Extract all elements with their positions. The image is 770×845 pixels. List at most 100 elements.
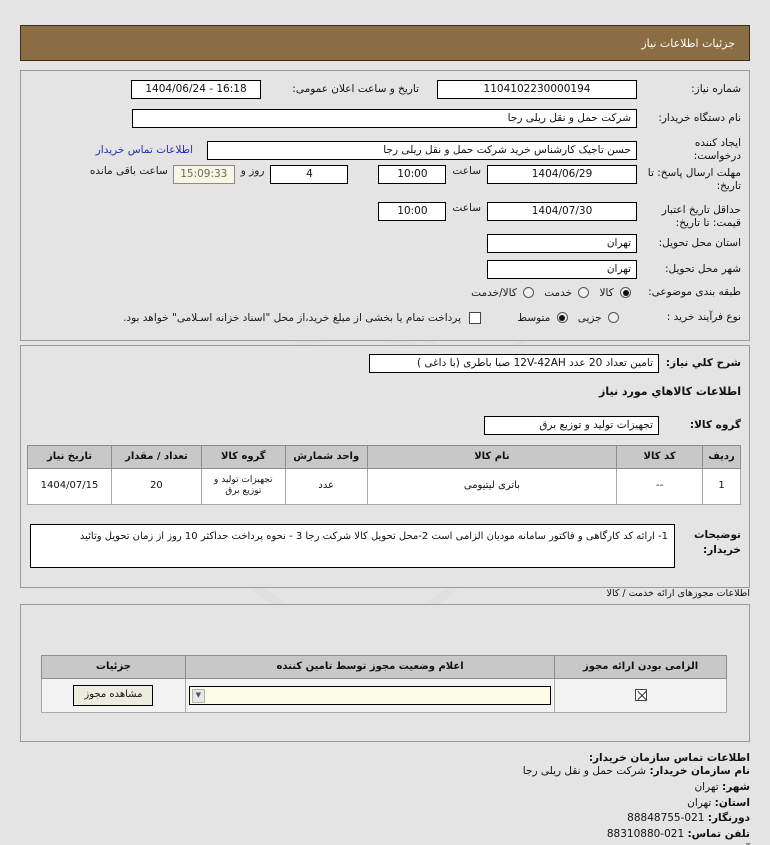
- response-deadline-date: 1404/06/29: [487, 165, 637, 184]
- treasury-checkbox[interactable]: [469, 311, 482, 324]
- buyer-org-label: نام دستگاه خریدار:: [658, 111, 741, 124]
- th-unit: واحد شمارش: [284, 445, 368, 469]
- chevron-down-icon[interactable]: ▼: [191, 688, 205, 703]
- contact-label-province: استان:: [714, 796, 750, 809]
- radio-both-icon[interactable]: [523, 287, 535, 299]
- delivery-city-row: شهر محل تحویل: تهران: [487, 260, 741, 279]
- days-label: روز و: [240, 165, 265, 177]
- response-deadline-time: 10:00: [378, 165, 447, 184]
- price-validity-row: حداقل تاریخ اعتبار قیمت: تا تاریخ: 1404/…: [378, 202, 741, 230]
- cell-group: تجهیزات تولید و توزیع برق: [200, 468, 286, 505]
- classification-option-kala[interactable]: کالا: [589, 287, 631, 299]
- classification-option-khedmat-label: خدمت: [544, 286, 573, 299]
- th-permit-details: جزئیات: [41, 655, 186, 679]
- need-summary-value: تامین تعداد 20 عدد 12V-42AH صبا باطری (ب…: [369, 354, 659, 373]
- contact-label-org: نام سازمان خریدار:: [649, 765, 750, 777]
- buyer-contact-title: اطلاعات تماس سازمان خریدار:: [588, 752, 750, 764]
- permit-required-checkbox[interactable]: [634, 688, 647, 701]
- th-row: ردیف: [702, 445, 741, 469]
- cell-quantity: 20: [111, 468, 202, 505]
- goods-panel: شرح كلي نياز: تامین تعداد 20 عدد 12V-42A…: [20, 345, 750, 588]
- need-number-value: 1104102230000194: [437, 80, 637, 99]
- cell-permit-required: [554, 678, 727, 713]
- need-summary-label: شرح كلي نياز:: [665, 356, 741, 369]
- radio-khedmat-icon[interactable]: [578, 287, 590, 299]
- purchase-type-label: نوع فرآیند خرید :: [666, 311, 741, 323]
- cell-row: 1: [702, 468, 741, 505]
- contact-label-fax: دورنگار:: [707, 812, 750, 825]
- cell-unit: عدد: [284, 468, 368, 505]
- response-deadline-row: مهلت ارسال پاسخ: تا تاریخ: 1404/06/29 سا…: [90, 165, 741, 193]
- permits-table-header-row: الزامی بودن ارائه مجوز اعلام وضعیت مجوز …: [41, 655, 727, 679]
- contact-field-fax: دورنگار: 88848755-021: [20, 811, 750, 827]
- cell-permit-details: مشاهده مجوز: [41, 678, 186, 713]
- request-creator-row: ایجاد کننده درخواست: حسن تاجیک کارشناس خ…: [96, 137, 741, 163]
- need-info-panel: شماره نیاز: 1104102230000194 تاریخ و ساع…: [20, 70, 750, 341]
- buyer-contact-link[interactable]: اطلاعات تماس خریدار: [95, 144, 193, 157]
- goods-table-wrap: ردیف کد کالا نام کالا واحد شمارش گروه کا…: [27, 445, 741, 505]
- buyer-org-row: نام دستگاه خریدار: شرکت حمل و نقل ریلی ر…: [132, 109, 741, 128]
- th-name: نام کالا: [366, 445, 618, 469]
- treasury-note-label: پرداخت تمام یا بخشی از مبلغ خرید،از محل …: [123, 311, 462, 324]
- radio-motevaset-icon[interactable]: [556, 312, 568, 324]
- treasury-note-group[interactable]: پرداخت تمام یا بخشی از مبلغ خرید،از محل …: [113, 311, 482, 324]
- price-validity-time: 10:00: [378, 202, 447, 221]
- countdown-label: ساعت باقی مانده: [89, 165, 168, 177]
- delivery-city-value: تهران: [487, 260, 637, 279]
- response-deadline-time-label: ساعت: [452, 165, 481, 177]
- response-deadline-days: 4: [270, 165, 349, 184]
- th-permit-required: الزامی بودن ارائه مجوز: [554, 655, 727, 679]
- goods-section-title: اطلاعات كالاهاي مورد نياز: [599, 385, 741, 398]
- delivery-city-label: شهر محل تحویل:: [665, 262, 741, 275]
- view-permit-button[interactable]: مشاهده مجوز: [73, 685, 154, 706]
- th-group: گروه کالا: [200, 445, 286, 469]
- purchase-type-option-jozei-label: جزیی: [577, 311, 602, 324]
- permits-panel: الزامی بودن ارائه مجوز اعلام وضعیت مجوز …: [20, 604, 750, 742]
- purchase-type-option-jozei[interactable]: جزیی: [568, 312, 619, 324]
- cell-code: --: [616, 468, 704, 505]
- contact-field-province: استان: تهران: [20, 796, 750, 812]
- need-summary-row: شرح كلي نياز: تامین تعداد 20 عدد 12V-42A…: [369, 354, 741, 373]
- th-quantity: تعداد / مقدار: [111, 445, 202, 469]
- permit-status-select[interactable]: ▼ --: [188, 685, 552, 705]
- goods-table-header-row: ردیف کد کالا نام کالا واحد شمارش گروه کا…: [27, 445, 741, 469]
- countdown-value: 15:09:33: [172, 165, 235, 184]
- radio-kala-icon[interactable]: [620, 287, 631, 299]
- contact-field-phone: تلفن تماس: 88310880-021: [20, 827, 750, 843]
- request-creator-label: ایجاد کننده درخواست:: [693, 137, 741, 163]
- buyer-notes-label: توضیحات خریدار:: [693, 529, 741, 556]
- header-bar: جزئیات اطلاعات نیاز: [20, 25, 750, 61]
- classification-option-khedmat[interactable]: خدمت: [534, 286, 590, 299]
- contact-field-address: آدرس پستی: تهران - خیابان کریم خان زند- …: [20, 843, 750, 845]
- classification-row: طبقه بندی موضوعی: کالا خدمت کالا/خدمت: [461, 286, 741, 299]
- contact-value-city: تهران: [694, 780, 719, 793]
- contact-label-city: شهر:: [722, 780, 750, 793]
- purchase-type-row: نوع فرآیند خرید : جزیی متوسط پرداخت تمام…: [113, 311, 741, 324]
- classification-option-both-label: کالا/خدمت: [471, 286, 517, 299]
- goods-table: ردیف کد کالا نام کالا واحد شمارش گروه کا…: [27, 445, 741, 505]
- goods-group-label: گروه كالا:: [689, 418, 741, 431]
- purchase-type-option-motevaset-label: متوسط: [517, 311, 551, 324]
- cell-permit-status: ▼ --: [184, 678, 556, 713]
- th-code: کد کالا: [616, 445, 704, 469]
- th-need-date: تاریخ نیاز: [27, 445, 112, 469]
- contact-value-phone: 88310880-021: [606, 828, 685, 840]
- radio-jozei-icon[interactable]: [608, 312, 619, 324]
- purchase-type-option-motevaset[interactable]: متوسط: [507, 311, 568, 324]
- goods-group-row: گروه كالا: تجهیزات تولید و توزیع برق: [484, 416, 741, 435]
- delivery-province-value: تهران: [487, 234, 637, 253]
- permits-section-title: اطلاعات مجوزهای ارائه خدمت / کالا: [606, 588, 750, 599]
- classification-label: طبقه بندی موضوعی:: [648, 286, 741, 298]
- classification-option-kala-label: کالا: [599, 286, 614, 299]
- need-number-label: شماره نیاز:: [691, 82, 741, 95]
- buyer-org-value: شرکت حمل و نقل ریلی رجا: [132, 109, 637, 128]
- price-validity-label: حداقل تاریخ اعتبار قیمت: تا تاریخ:: [661, 204, 741, 230]
- price-validity-time-label: ساعت: [452, 202, 481, 214]
- contact-field-org: نام سازمان خریدار: شرکت حمل و نقل ریلی ر…: [20, 764, 750, 780]
- public-announce-row: تاریخ و ساعت اعلان عمومی: 16:18 - 1404/0…: [131, 80, 419, 99]
- contact-value-address: تهران - خیابان کریم خان زند- ابتدای خیاب…: [401, 844, 679, 845]
- table-row: 1 -- باتری لیتیومی عدد تجهیزات تولید و ت…: [27, 468, 741, 505]
- need-number-row: شماره نیاز: 1104102230000194: [437, 80, 741, 99]
- classification-option-both[interactable]: کالا/خدمت: [461, 286, 535, 299]
- page-title: جزئیات اطلاعات نیاز: [641, 36, 735, 50]
